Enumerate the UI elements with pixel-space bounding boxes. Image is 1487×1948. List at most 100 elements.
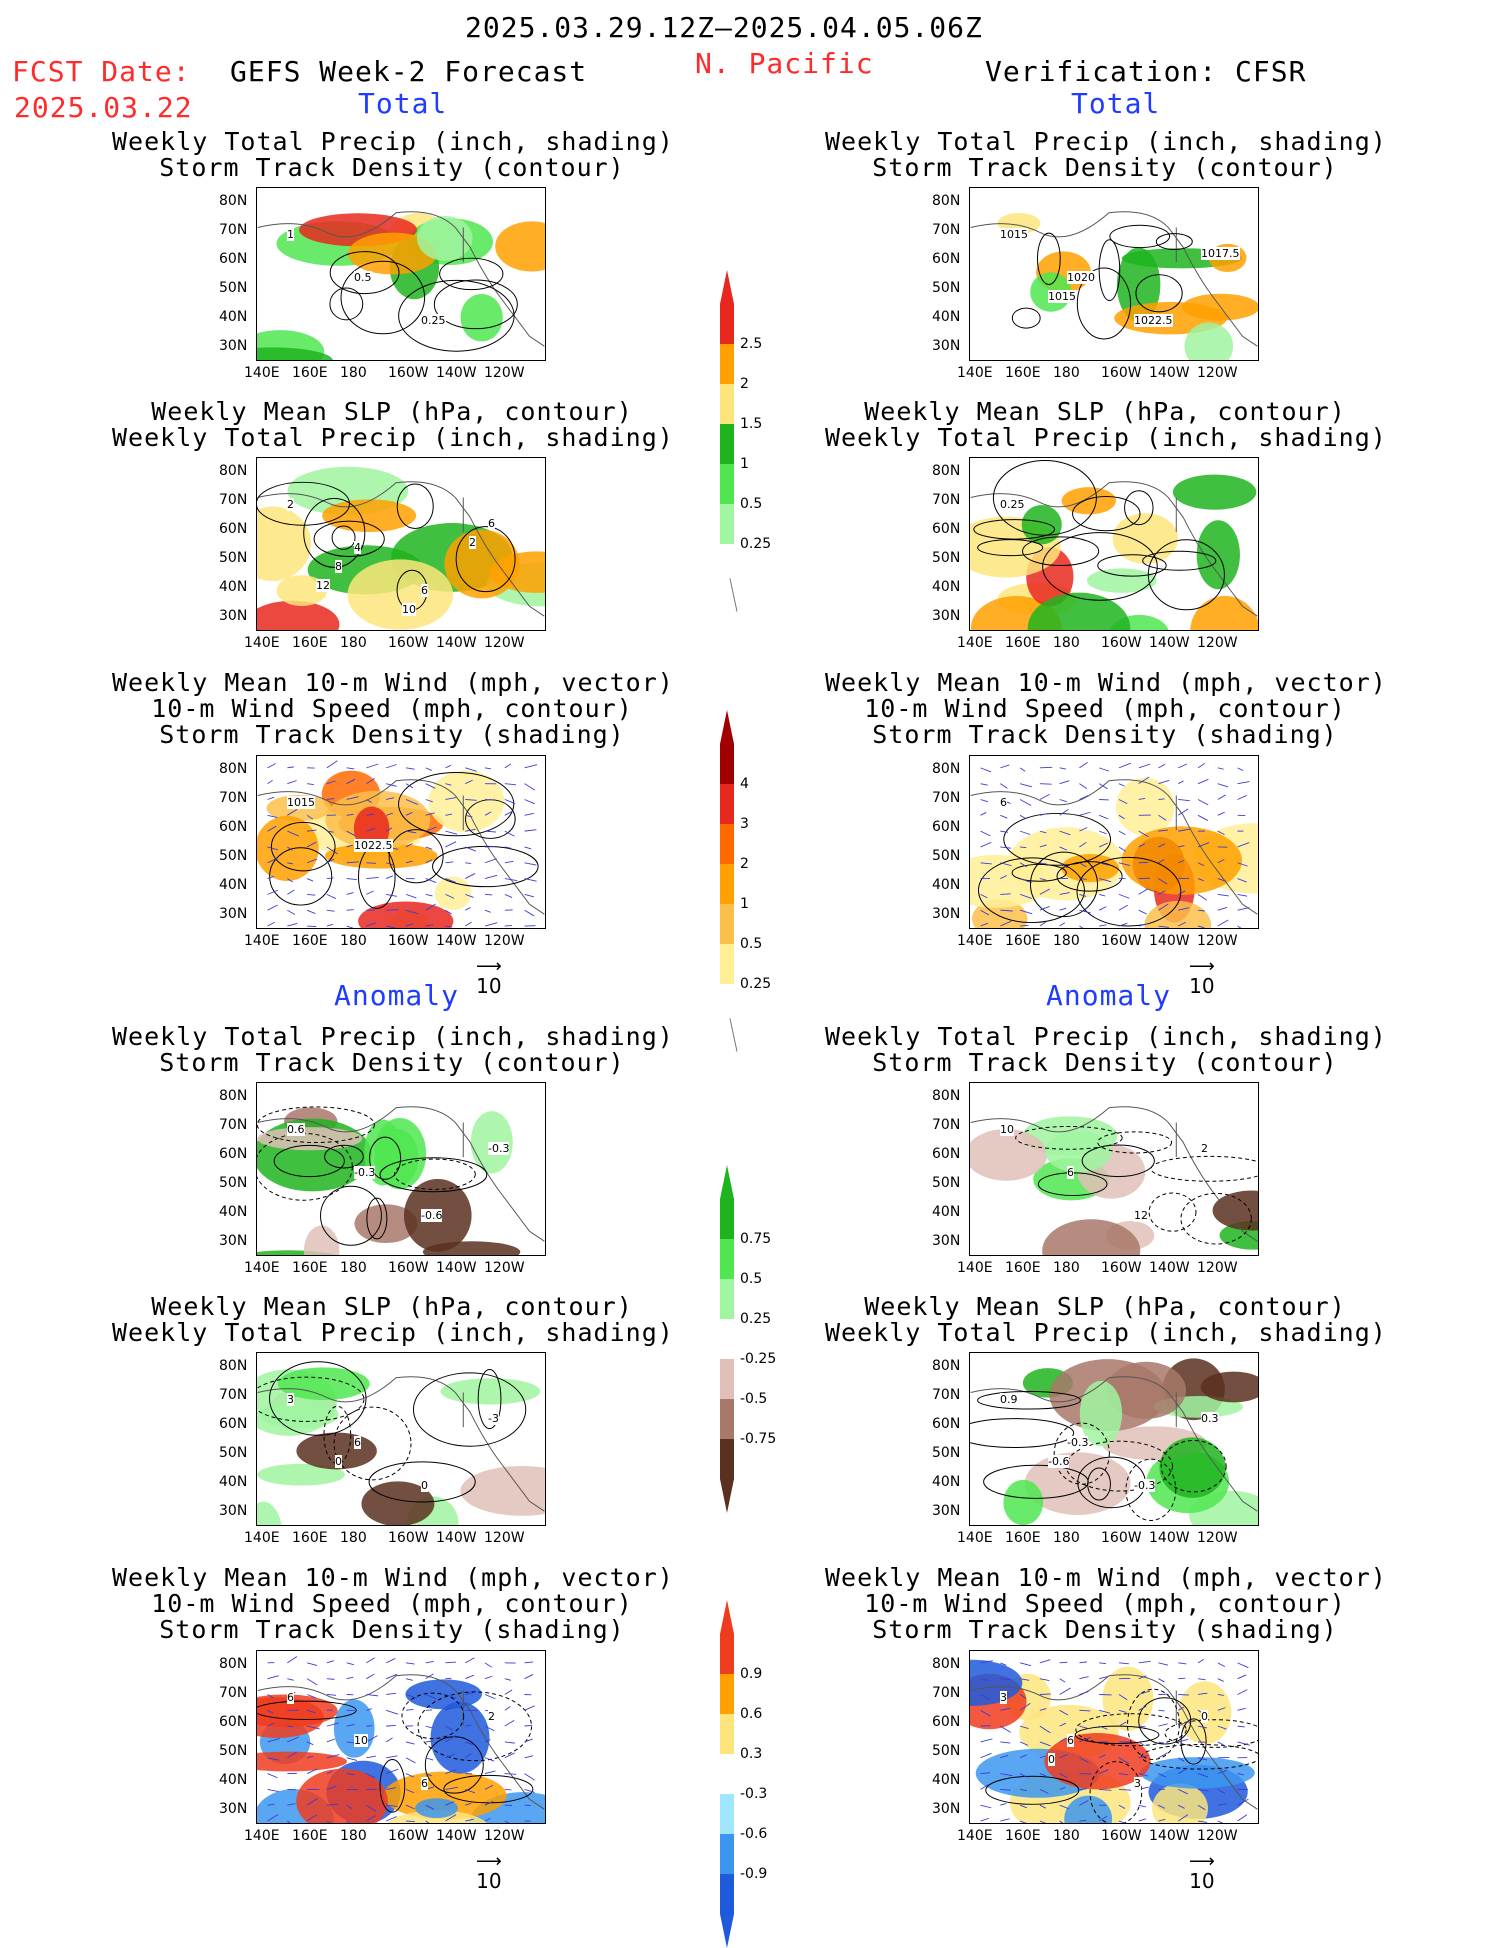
left-column-title: GEFS Week-2 Forecast (230, 58, 587, 86)
lat-tick-label: 80N (932, 1656, 960, 1672)
wind-vector (465, 863, 471, 864)
map-canvas (257, 756, 545, 928)
wind-vector (525, 910, 535, 916)
contour-label: 6 (488, 517, 495, 530)
lon-tick-label: 140E (957, 933, 993, 949)
panel-title-line: Weekly Total Precip (inch, shading) (112, 1320, 672, 1345)
map-canvas (970, 756, 1258, 928)
wind-vector (406, 1758, 416, 1763)
lon-tick-label: 160W (388, 1530, 429, 1546)
wind-vector (386, 1658, 395, 1662)
colorbar-label: 0.25 (740, 536, 771, 552)
wind-vector (525, 1739, 533, 1742)
wind-vector (1020, 1663, 1031, 1666)
contour-label: 10 (402, 603, 416, 616)
wind-vector (307, 879, 313, 881)
wind-vector (1060, 1662, 1068, 1663)
panel-title-line: Storm Track Density (contour) (112, 1050, 672, 1075)
wind-vector (1238, 908, 1250, 911)
colorbar-segment (720, 504, 734, 544)
lon-tick-label: 140W (436, 1260, 477, 1276)
panel-title-line: Weekly Mean SLP (hPa, contour) (825, 399, 1385, 424)
section-total-left: Total (358, 90, 447, 118)
lon-tick-label: 140E (244, 1828, 280, 1844)
lon-tick-label: 180 (1053, 1828, 1080, 1844)
contour-label: 10 (354, 1734, 368, 1747)
wind-vector (347, 893, 354, 895)
arrow-right-icon: ⟶ (476, 960, 502, 974)
lat-tick-label: 40N (932, 309, 960, 325)
map-canvas (970, 1651, 1258, 1823)
wind-vector (1158, 764, 1165, 768)
wind-vector (347, 879, 357, 880)
lon-tick-label: 140W (1149, 1828, 1190, 1844)
contour-line (1012, 308, 1040, 328)
wind-vector (1000, 815, 1007, 818)
wind-vector (525, 863, 537, 865)
panel-title-line: Storm Track Density (shading) (112, 1617, 672, 1642)
lon-tick-label: 180 (340, 365, 367, 381)
wind-vector (981, 812, 987, 815)
lat-tick-label: 70N (219, 1387, 247, 1403)
wind-vector (1020, 768, 1025, 771)
wind-vector (981, 799, 988, 801)
wind-vector (1119, 847, 1126, 851)
wind-vector (268, 905, 278, 910)
vector-reference: ⟶10 (1189, 960, 1215, 998)
wind-vector (1119, 784, 1125, 786)
lon-tick-label: 140W (1149, 1260, 1190, 1276)
wind-vector (445, 842, 456, 847)
lat-tick-label: 60N (219, 819, 247, 835)
colorbar-label: -0.25 (740, 1351, 776, 1367)
shading-blob (257, 1127, 362, 1150)
wind-vector (327, 1661, 334, 1663)
lat-tick-label: 70N (219, 222, 247, 238)
lon-tick-label: 180 (1053, 365, 1080, 381)
lat-tick-label: 40N (932, 579, 960, 595)
map-canvas (257, 188, 545, 360)
map-panel-r3-c2: 6 (969, 755, 1259, 929)
colorbar-segment (720, 384, 734, 424)
lat-tick-label: 30N (932, 1233, 960, 1249)
wind-vector (465, 908, 470, 911)
wind-vector (366, 1658, 374, 1663)
colorbar-label: 0.6 (740, 1706, 762, 1722)
shading-blob (1144, 901, 1211, 928)
contour-label: 1015 (1000, 228, 1028, 241)
shading-blob (1116, 778, 1175, 836)
wind-vector (1139, 910, 1147, 914)
lat-tick-label: 30N (219, 906, 247, 922)
wind-vector (1040, 1694, 1051, 1695)
wind-vector (307, 784, 314, 785)
lat-tick-label: 50N (219, 280, 247, 296)
lon-tick-label: 160W (388, 933, 429, 949)
lat-tick-label: 80N (219, 193, 247, 209)
lat-tick-label: 50N (932, 1445, 960, 1461)
wind-vector (287, 890, 294, 894)
contour-label: 3 (287, 1393, 294, 1406)
lon-tick-label: 160W (388, 635, 429, 651)
colorbar-segment (720, 424, 734, 464)
wind-vector (1238, 768, 1244, 771)
contour-line (970, 1419, 1074, 1448)
wind-vector (268, 922, 275, 926)
wind-vector (327, 924, 333, 926)
wind-vector (268, 1774, 278, 1778)
shading-blob (1113, 513, 1178, 564)
map-panel-r4-c1: 0.6-0.3-0.6-0.3 (256, 1082, 546, 1256)
lat-tick-label: 60N (219, 1714, 247, 1730)
vector-reference-value: 10 (476, 974, 502, 998)
wind-vector (426, 1726, 433, 1728)
lat-tick-label: 50N (932, 848, 960, 864)
colorbar-segment (720, 1239, 734, 1279)
lat-tick-label: 50N (219, 1175, 247, 1191)
wind-vector (1099, 925, 1106, 926)
wind-vector (1178, 1694, 1189, 1695)
lat-tick-label: 80N (932, 761, 960, 777)
lon-tick-label: 120W (1197, 635, 1238, 651)
lon-tick-label: 160W (388, 1828, 429, 1844)
panel-title-line: 10-m Wind Speed (mph, contour) (825, 696, 1385, 721)
lon-tick-label: 140E (957, 1260, 993, 1276)
contour-label: 1022.5 (1134, 314, 1173, 327)
